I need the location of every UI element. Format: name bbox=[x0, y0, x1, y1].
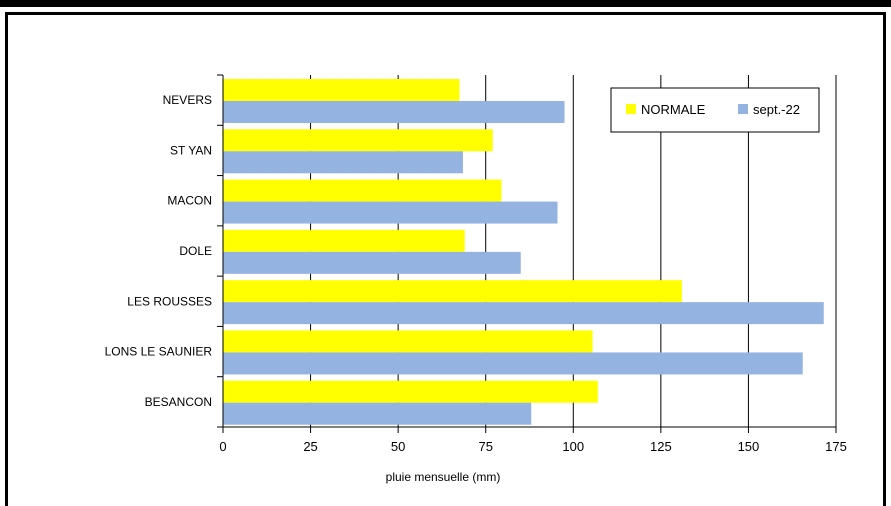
bar-les-rousses-normale bbox=[223, 280, 682, 303]
bar-lons-le-saunier-sept-22 bbox=[223, 352, 803, 375]
legend-box bbox=[610, 87, 820, 133]
x-axis-title: pluie mensuelle (mm) bbox=[386, 470, 501, 484]
bar-dole-sept-22 bbox=[223, 251, 521, 274]
legend-label-normale: NORMALE bbox=[641, 102, 706, 117]
bar-macon-normale bbox=[223, 179, 502, 202]
bar-les-rousses-sept-22 bbox=[223, 302, 824, 325]
bar-dole-normale bbox=[223, 229, 465, 252]
legend: NORMALE sept.-22 bbox=[610, 87, 820, 133]
x-tick-label: 100 bbox=[562, 439, 584, 454]
legend-swatch-sept-22 bbox=[738, 104, 748, 114]
bar-nevers-normale bbox=[223, 79, 460, 101]
category-label: DOLE bbox=[179, 244, 212, 258]
bar-st-yan-sept-22 bbox=[223, 151, 463, 174]
x-tick-label: 150 bbox=[738, 439, 760, 454]
category-label: LONS LE SAUNIER bbox=[105, 345, 213, 359]
y-axis: NEVERS ST YAN MACON DOLE LES ROUSSES LONS LE … bbox=[105, 74, 224, 431]
x-tick-label: 75 bbox=[478, 439, 492, 454]
bar-nevers-sept-22 bbox=[223, 101, 565, 123]
x-tick-label: 50 bbox=[391, 439, 405, 454]
top-border-bar bbox=[0, 0, 891, 7]
frame-border-right bbox=[883, 12, 886, 506]
x-tick-label: 125 bbox=[650, 439, 672, 454]
category-label: LES ROUSSES bbox=[127, 294, 212, 308]
bar-besancon-normale bbox=[223, 380, 598, 403]
category-label: BESANCON bbox=[145, 395, 212, 409]
frame-border-top bbox=[5, 12, 886, 15]
category-label: ST YAN bbox=[170, 143, 212, 157]
bars bbox=[223, 79, 824, 425]
bar-st-yan-normale bbox=[223, 129, 493, 152]
x-tick-label: 25 bbox=[303, 439, 317, 454]
legend-label-sept-22: sept.-22 bbox=[753, 102, 800, 117]
bar-besancon-sept-22 bbox=[223, 402, 532, 425]
bar-lons-le-saunier-normale bbox=[223, 330, 593, 353]
x-tick-label: 0 bbox=[219, 439, 226, 454]
category-label: MACON bbox=[167, 194, 212, 208]
x-tick-label: 175 bbox=[825, 439, 847, 454]
legend-swatch-normale bbox=[626, 104, 636, 114]
category-label: NEVERS bbox=[163, 93, 212, 107]
x-axis: 0 25 50 75 100 125 150 175 bbox=[217, 426, 847, 454]
bar-macon-sept-22 bbox=[223, 201, 558, 224]
frame-border-left bbox=[5, 12, 8, 506]
